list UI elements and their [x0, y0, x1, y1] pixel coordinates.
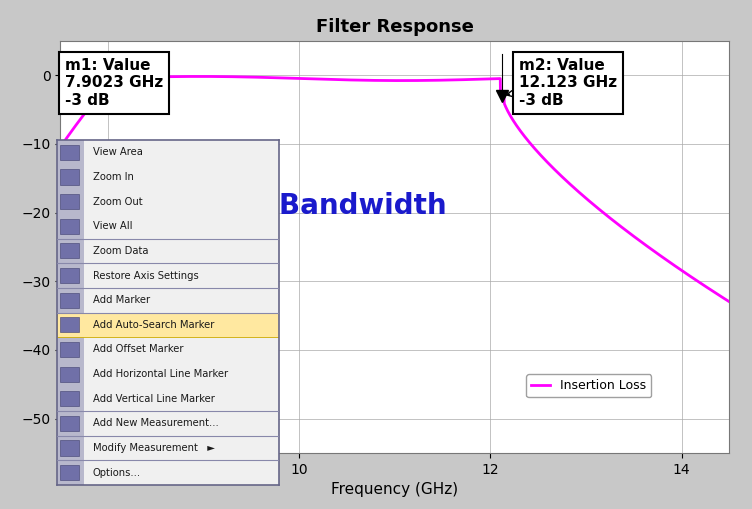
Text: Zoom Out: Zoom Out [92, 196, 142, 207]
Bar [60, 194, 78, 209]
Bar [60, 416, 78, 431]
Text: Add Auto-Search Marker: Add Auto-Search Marker [92, 320, 214, 330]
Bar [60, 317, 78, 332]
Legend: Insertion Loss: Insertion Loss [526, 374, 651, 398]
Text: Add Offset Marker: Add Offset Marker [92, 345, 183, 354]
Bar [57, 140, 83, 485]
Bar [60, 243, 78, 259]
Text: Options...: Options... [92, 468, 141, 477]
Bar [57, 313, 279, 337]
Text: Add Marker: Add Marker [92, 295, 150, 305]
Text: Zoom In: Zoom In [92, 172, 133, 182]
Text: Zoom Data: Zoom Data [92, 246, 148, 256]
Text: View All: View All [92, 221, 132, 231]
Text: m1: Value
7.9023 GHz
-3 dB: m1: Value 7.9023 GHz -3 dB [65, 58, 163, 108]
Bar [60, 145, 78, 160]
Text: Add New Measurement...: Add New Measurement... [92, 418, 218, 429]
Bar [60, 293, 78, 308]
Bar [60, 169, 78, 185]
Bar [60, 440, 78, 456]
Bar [60, 342, 78, 357]
Bar [60, 391, 78, 406]
Text: Add Horizontal Line Marker: Add Horizontal Line Marker [92, 369, 228, 379]
Text: 3dB Bandwidth: 3dB Bandwidth [209, 191, 447, 220]
X-axis label: Frequency (GHz): Frequency (GHz) [331, 483, 459, 497]
Bar [60, 268, 78, 283]
Title: Filter Response: Filter Response [316, 18, 474, 36]
Text: m2: Value
12.123 GHz
-3 dB: m2: Value 12.123 GHz -3 dB [506, 58, 617, 108]
Text: View Area: View Area [92, 147, 142, 157]
Bar [60, 366, 78, 382]
Bar [60, 219, 78, 234]
Text: Modify Measurement   ►: Modify Measurement ► [92, 443, 214, 453]
Bar [60, 465, 78, 480]
Text: Add Vertical Line Marker: Add Vertical Line Marker [92, 394, 214, 404]
Text: Restore Axis Settings: Restore Axis Settings [92, 271, 199, 280]
